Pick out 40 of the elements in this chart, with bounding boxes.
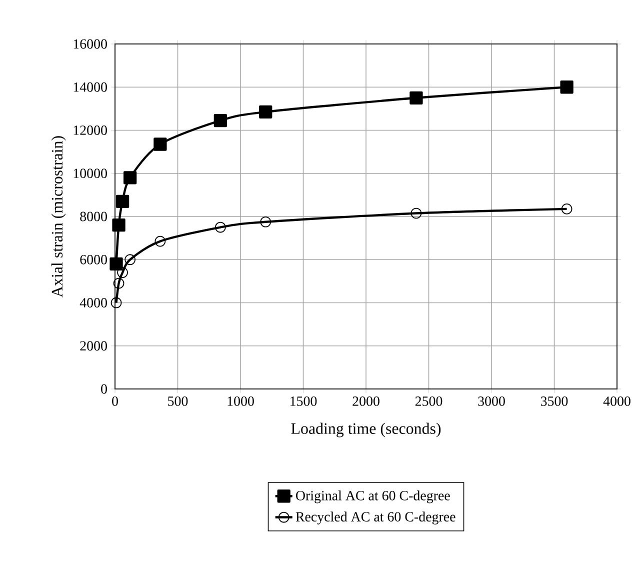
x-tick-label: 0	[112, 396, 118, 406]
point	[112, 218, 126, 232]
point	[123, 171, 137, 184]
y-tick-label: 6000	[80, 254, 107, 264]
point	[117, 267, 128, 278]
x-tick-label: 2500	[415, 396, 442, 406]
point	[560, 80, 574, 94]
y-tick-label: 16000	[74, 39, 107, 49]
y-axis-title: Axial strain (microstrain)	[51, 136, 66, 298]
point	[410, 91, 423, 104]
x-tick-label: 3500	[540, 396, 568, 406]
y-tick-label: 14000	[74, 82, 107, 92]
y-tick-label: 10000	[74, 168, 107, 178]
x-tick-label: 1500	[290, 396, 317, 406]
point	[561, 204, 572, 214]
x-tick-label: 1000	[228, 396, 254, 406]
y-tick-label: 8000	[80, 212, 107, 222]
x-tick-label: 2000	[352, 396, 380, 406]
y-tick-label: 12000	[74, 126, 107, 135]
legend-label: Recycled AC at 60 C-degree	[296, 512, 456, 524]
point	[116, 194, 130, 208]
point	[110, 257, 123, 270]
point	[214, 114, 228, 128]
point	[154, 138, 167, 151]
x-tick-label: 4000	[603, 396, 630, 406]
point	[410, 208, 422, 219]
point	[110, 297, 122, 308]
point	[260, 216, 272, 228]
legend-label: Original AC at 60 C-degree	[296, 490, 450, 504]
point	[214, 222, 226, 233]
x-axis-title: Loading time (seconds)	[291, 422, 441, 438]
y-tick-label: 0	[101, 384, 107, 394]
x-tick-label: 3000	[478, 396, 505, 406]
y-tick-label: 4000	[80, 298, 107, 308]
point	[154, 236, 166, 247]
x-tick-label: 500	[168, 396, 188, 406]
point	[259, 105, 272, 118]
point	[124, 254, 136, 266]
y-tick-label: 2000	[80, 341, 107, 351]
point	[113, 278, 124, 289]
